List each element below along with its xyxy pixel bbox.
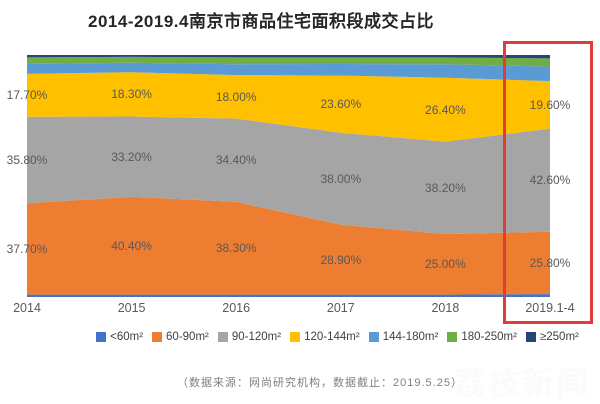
legend-label: ≥250m² [539, 331, 579, 343]
legend: <60m² 60-90m² 90-120m² 120-144m² 144-180m² 18… [75, 331, 600, 343]
data-label-120-144m²: 18.30% [111, 87, 152, 102]
legend-label: 60-90m² [166, 331, 209, 343]
legend-label: 90-120m² [231, 331, 282, 343]
legend-swatch-icon [96, 332, 107, 342]
area-layer-180-250m² [27, 56, 550, 67]
legend-item: 90-120m² [217, 331, 282, 343]
data-label-90-120m²: 35.80% [6, 153, 48, 168]
data-label-120-144m²: 26.40% [425, 102, 466, 117]
data-label-60-90m²: 37.70% [6, 241, 48, 256]
x-axis-label: 2019.1-4 [525, 301, 575, 315]
legend-item: <60m² [96, 331, 143, 343]
data-label-120-144m²: 19.60% [529, 97, 571, 112]
legend-item: 180-250m² [447, 331, 517, 343]
watermark: 荔枝新闻 [453, 365, 590, 401]
legend-label: 144-180m² [382, 331, 439, 343]
data-label-90-120m²: 34.40% [215, 153, 257, 168]
data-label-60-90m²: 40.40% [111, 238, 152, 253]
legend-item: 60-90m² [152, 331, 209, 343]
area-layer-120-144m² [27, 72, 550, 142]
legend-label: 180-250m² [461, 331, 517, 343]
data-label-90-120m²: 38.00% [320, 171, 362, 186]
legend-swatch-icon [217, 332, 228, 342]
x-axis-label: 2014 [13, 301, 41, 315]
x-axis-label: 2017 [326, 301, 355, 315]
area-layer-90-120m² [27, 116, 550, 235]
x-axis-label: 2015 [117, 301, 146, 315]
legend-swatch-icon [368, 332, 379, 342]
data-label-120-144m²: 18.00% [215, 89, 257, 104]
chart-title: 2014-2019.4南京市商品住宅面积段成交占比 [88, 12, 434, 31]
legend-item: 144-180m² [368, 331, 439, 343]
data-source-note: （数据来源：网尚研究机构，数据截止：2019.5.25） [177, 377, 463, 389]
data-label-120-144m²: 17.70% [6, 88, 48, 103]
data-label-120-144m²: 23.60% [320, 97, 362, 112]
legend-swatch-icon [447, 332, 458, 342]
legend-label: <60m² [110, 331, 144, 343]
legend-swatch-icon [152, 332, 163, 342]
x-axis-label: 2016 [222, 301, 251, 315]
highlight-rectangle-2019 [503, 41, 593, 324]
x-axis-label: 2018 [431, 301, 460, 315]
legend-item: ≥250m² [525, 331, 579, 343]
data-label-90-120m²: 33.20% [111, 149, 152, 164]
data-label-90-120m²: 38.20% [425, 180, 466, 195]
data-label-60-90m²: 25.00% [425, 257, 466, 272]
area-layer-60-90m² [27, 196, 550, 295]
data-label-60-90m²: 38.30% [215, 241, 257, 256]
area-layer-144-180m² [27, 62, 550, 82]
area-layer-<60m² [27, 294, 550, 297]
legend-swatch-icon [525, 332, 536, 342]
x-axis: 2014 2015 2016 2017 2018 2019.1-4 [0, 301, 600, 317]
data-label-60-90m²: 28.90% [320, 252, 362, 267]
legend-swatch-icon [290, 332, 301, 342]
data-label-60-90m²: 25.80% [529, 255, 571, 270]
area-layer-≥250m² [27, 55, 550, 59]
legend-label: 120-144m² [304, 331, 360, 343]
data-label-90-120m²: 42.60% [529, 173, 571, 188]
legend-item: 120-144m² [290, 331, 360, 343]
